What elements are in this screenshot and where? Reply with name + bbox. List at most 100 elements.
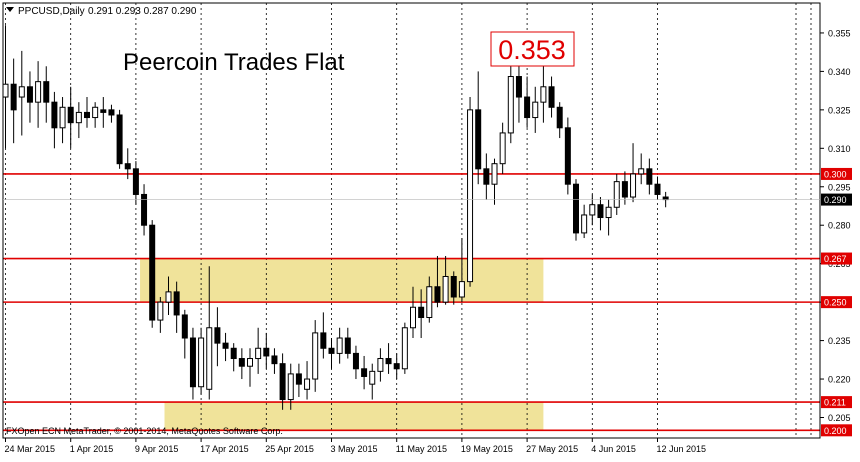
candle-body [141,193,148,226]
time-axis: 24 Mar 2015 1 Apr 2015 9 Apr 2015 17 Apr 20… [5,438,707,454]
y-tick-label: 0.310 [828,144,851,154]
candle-body [214,327,221,344]
candle [385,343,392,374]
candle-body [646,168,653,185]
candle-body [295,373,302,385]
candle-body [361,368,368,377]
candle-body [328,347,335,354]
candle-body [352,352,359,370]
candle-body [67,106,74,124]
candle [18,50,25,136]
symbol-label: PPCUSD,Daily [18,6,85,17]
candle-body [271,355,278,365]
candle [467,97,474,287]
level-tag-label: 0.211 [824,398,846,408]
chart-title: Peercoin Trades Flat [123,49,345,76]
candle-body [287,373,294,401]
candle [654,176,661,200]
candle [320,312,327,359]
candle [418,289,425,339]
candle-body [2,83,9,98]
candle [532,86,539,133]
candle [442,255,449,305]
candle-body [442,275,449,303]
candle [352,345,359,380]
candle [304,361,311,400]
candle [149,220,156,328]
candle-body [564,127,571,185]
candle-body [418,306,425,319]
candle [173,281,180,333]
current-price-label: 0.290 [824,195,847,205]
candle [491,158,498,205]
candle [124,148,131,180]
candle-body [165,291,172,303]
candle [141,184,148,236]
candle [483,153,490,200]
candle [524,76,531,128]
candle-body [581,214,588,234]
support-zones [140,258,544,431]
candle [26,71,33,123]
level-tag-label: 0.300 [824,169,847,179]
candle-body [401,327,408,370]
candle [613,173,620,215]
candle [100,97,107,128]
candle-body [499,132,506,165]
x-tick-label: 12 Jun 2015 [657,444,707,454]
candle [181,309,188,359]
x-tick-label: 19 May 2015 [461,444,513,454]
candle-body [573,183,579,234]
price-axis: 0.3550.3400.3250.3100.2950.2800.2650.250… [2,2,852,439]
candle-body [605,206,612,219]
level-price-tag: 0.211 [821,396,852,409]
candle-body [467,109,474,283]
candle-body [450,275,457,298]
candle-body [524,96,531,119]
candle [458,238,465,303]
candle [564,117,571,195]
candle [581,204,588,239]
candle [361,355,368,390]
candle [116,109,123,169]
candle [287,363,294,410]
candle-body [621,181,628,198]
ohlc-label: 0.291 0.293 0.287 0.290 [88,6,197,17]
candle-body [198,337,205,388]
candle [336,327,343,364]
candle-body [108,109,115,116]
candle [247,348,253,387]
candle-body [189,337,196,388]
candle-body [385,358,392,365]
level-tag-bg [821,252,852,265]
candle [10,58,17,144]
candle-body [247,358,253,367]
dropdown-triangle-icon[interactable] [6,7,14,12]
candle [230,343,237,372]
candle-body [556,106,563,129]
candle-body [230,347,237,360]
candle-body [515,76,522,98]
candle [328,338,335,369]
candle-body [507,76,514,134]
candle-body [149,224,156,321]
candle-body [181,314,188,339]
candle-body [26,86,33,103]
level-lines [3,173,820,432]
y-tick-label: 0.205 [828,413,851,423]
candle [51,91,58,149]
high-callout-label: 0.353 [498,35,566,65]
candle [499,122,506,174]
candle [222,332,229,362]
candles [2,25,669,410]
candle [646,158,653,195]
candle-body [377,358,384,372]
candle-body [304,378,311,390]
candle-body [206,327,213,390]
current-price-tag: 0.290 [821,193,852,206]
x-tick-label: 1 Apr 2015 [70,444,114,454]
level-price-tag: 0.300 [821,167,852,180]
candle-body [173,291,180,316]
candle [59,97,66,144]
